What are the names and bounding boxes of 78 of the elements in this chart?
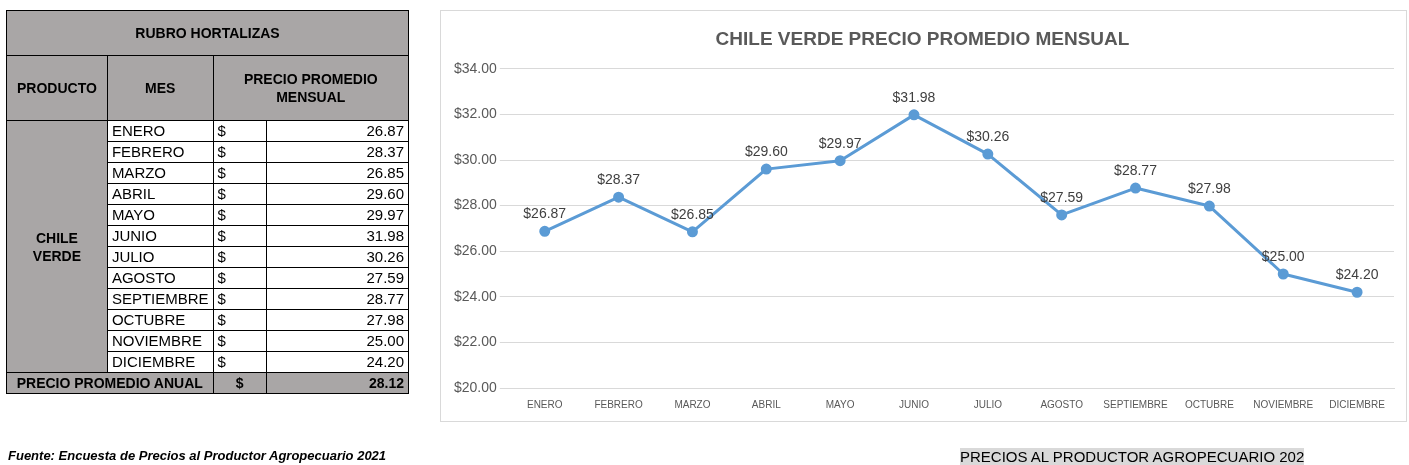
data-label: $24.20 (1335, 266, 1379, 283)
text: $ (217, 122, 226, 139)
text: MES (107, 55, 214, 121)
category-label: NOVIEMBRE (111, 332, 202, 349)
text: PRECIOS AL PRODUCTOR AGROPECUARIO 202 (960, 448, 1305, 465)
y-tick-label: $22.00 (453, 333, 498, 350)
y-tick-label: $28.00 (453, 196, 498, 213)
data-label: $28.77 (1114, 161, 1158, 178)
data-label: $30.26 (966, 127, 1010, 144)
text: CHILE VERDE (6, 120, 108, 373)
text: 25.00 (266, 330, 409, 352)
data-label: $26.85 (671, 205, 715, 222)
text: $ (217, 164, 226, 181)
text: 30.26 (266, 246, 409, 268)
x-tick-label: JULIO (973, 398, 1003, 410)
y-tick-label: $34.00 (453, 59, 498, 76)
data-label: $27.98 (1187, 179, 1231, 196)
x-tick-label: MARZO (674, 398, 711, 410)
text: 26.87 (266, 120, 409, 142)
data-label: $27.59 (1040, 188, 1084, 205)
category-label: MARZO (111, 164, 167, 181)
data-label: $26.87 (523, 205, 567, 222)
x-tick-label: SEPTIEMBRE (1103, 398, 1169, 410)
text: 29.97 (266, 204, 409, 226)
text: $ (217, 143, 226, 160)
text: 24.20 (266, 351, 409, 373)
category-label: JULIO (111, 248, 155, 265)
text: $ (217, 332, 226, 349)
category-label: MAYO (111, 206, 155, 223)
text: $ (217, 185, 226, 202)
x-tick-label: ABRIL (751, 398, 782, 410)
x-tick-label: JUNIO (898, 398, 930, 410)
text: PRODUCTO (6, 55, 108, 121)
text: PRECIO PROMEDIO MENSUAL (213, 55, 409, 121)
text: $ (217, 290, 226, 307)
category-label: SEPTIEMBRE (111, 290, 209, 307)
y-tick-label: $32.00 (453, 105, 498, 122)
category-label: OCTUBRE (111, 311, 186, 328)
category-label: ENERO (111, 122, 166, 139)
category-label: FEBRERO (111, 143, 185, 160)
category-label: JUNIO (111, 227, 157, 244)
text: 27.59 (266, 267, 409, 289)
text: 29.60 (266, 183, 409, 205)
text: 26.85 (266, 162, 409, 184)
x-tick-label: MAYO (825, 398, 855, 410)
x-tick-label: ENERO (526, 398, 563, 410)
text: 27.98 (266, 309, 409, 331)
text: $ (217, 248, 226, 265)
text: 28.37 (266, 141, 409, 163)
text: $ (217, 227, 226, 244)
category-label: DICIEMBRE (111, 353, 196, 370)
text: 28.77 (266, 288, 409, 310)
source-note: Fuente: Encuesta de Precios al Productor Agropecuario 2021 (8, 448, 387, 463)
text: $ (217, 206, 226, 223)
category-label: ABRIL (111, 185, 156, 202)
text: PRECIO PROMEDIO ANUAL (6, 372, 214, 394)
y-tick-label: $20.00 (453, 378, 498, 395)
text: 28.12 (266, 372, 409, 394)
text: 31.98 (266, 225, 409, 247)
text: $ (217, 311, 226, 328)
text: $ (213, 372, 267, 394)
chart-title: CHILE VERDE PRECIO PROMEDIO MENSUAL (715, 27, 1130, 49)
data-label: $28.37 (597, 171, 641, 188)
x-tick-label: AGOSTO (1040, 398, 1084, 410)
text: $ (217, 353, 226, 370)
x-tick-label: NOVIEMBRE (1253, 398, 1314, 410)
text: $ (217, 269, 226, 286)
x-tick-label: FEBRERO (594, 398, 643, 410)
data-label: $29.97 (818, 134, 862, 151)
y-tick-label: $26.00 (453, 242, 498, 259)
x-tick-label: DICIEMBRE (1329, 398, 1386, 410)
data-label: $31.98 (892, 88, 936, 105)
y-tick-label: $30.00 (453, 150, 498, 167)
x-tick-label: OCTUBRE (1184, 398, 1235, 410)
category-label: AGOSTO (111, 269, 176, 286)
y-tick-label: $24.00 (453, 287, 498, 304)
text: RUBRO HORTALIZAS (6, 10, 409, 56)
data-label: $29.60 (744, 142, 788, 159)
